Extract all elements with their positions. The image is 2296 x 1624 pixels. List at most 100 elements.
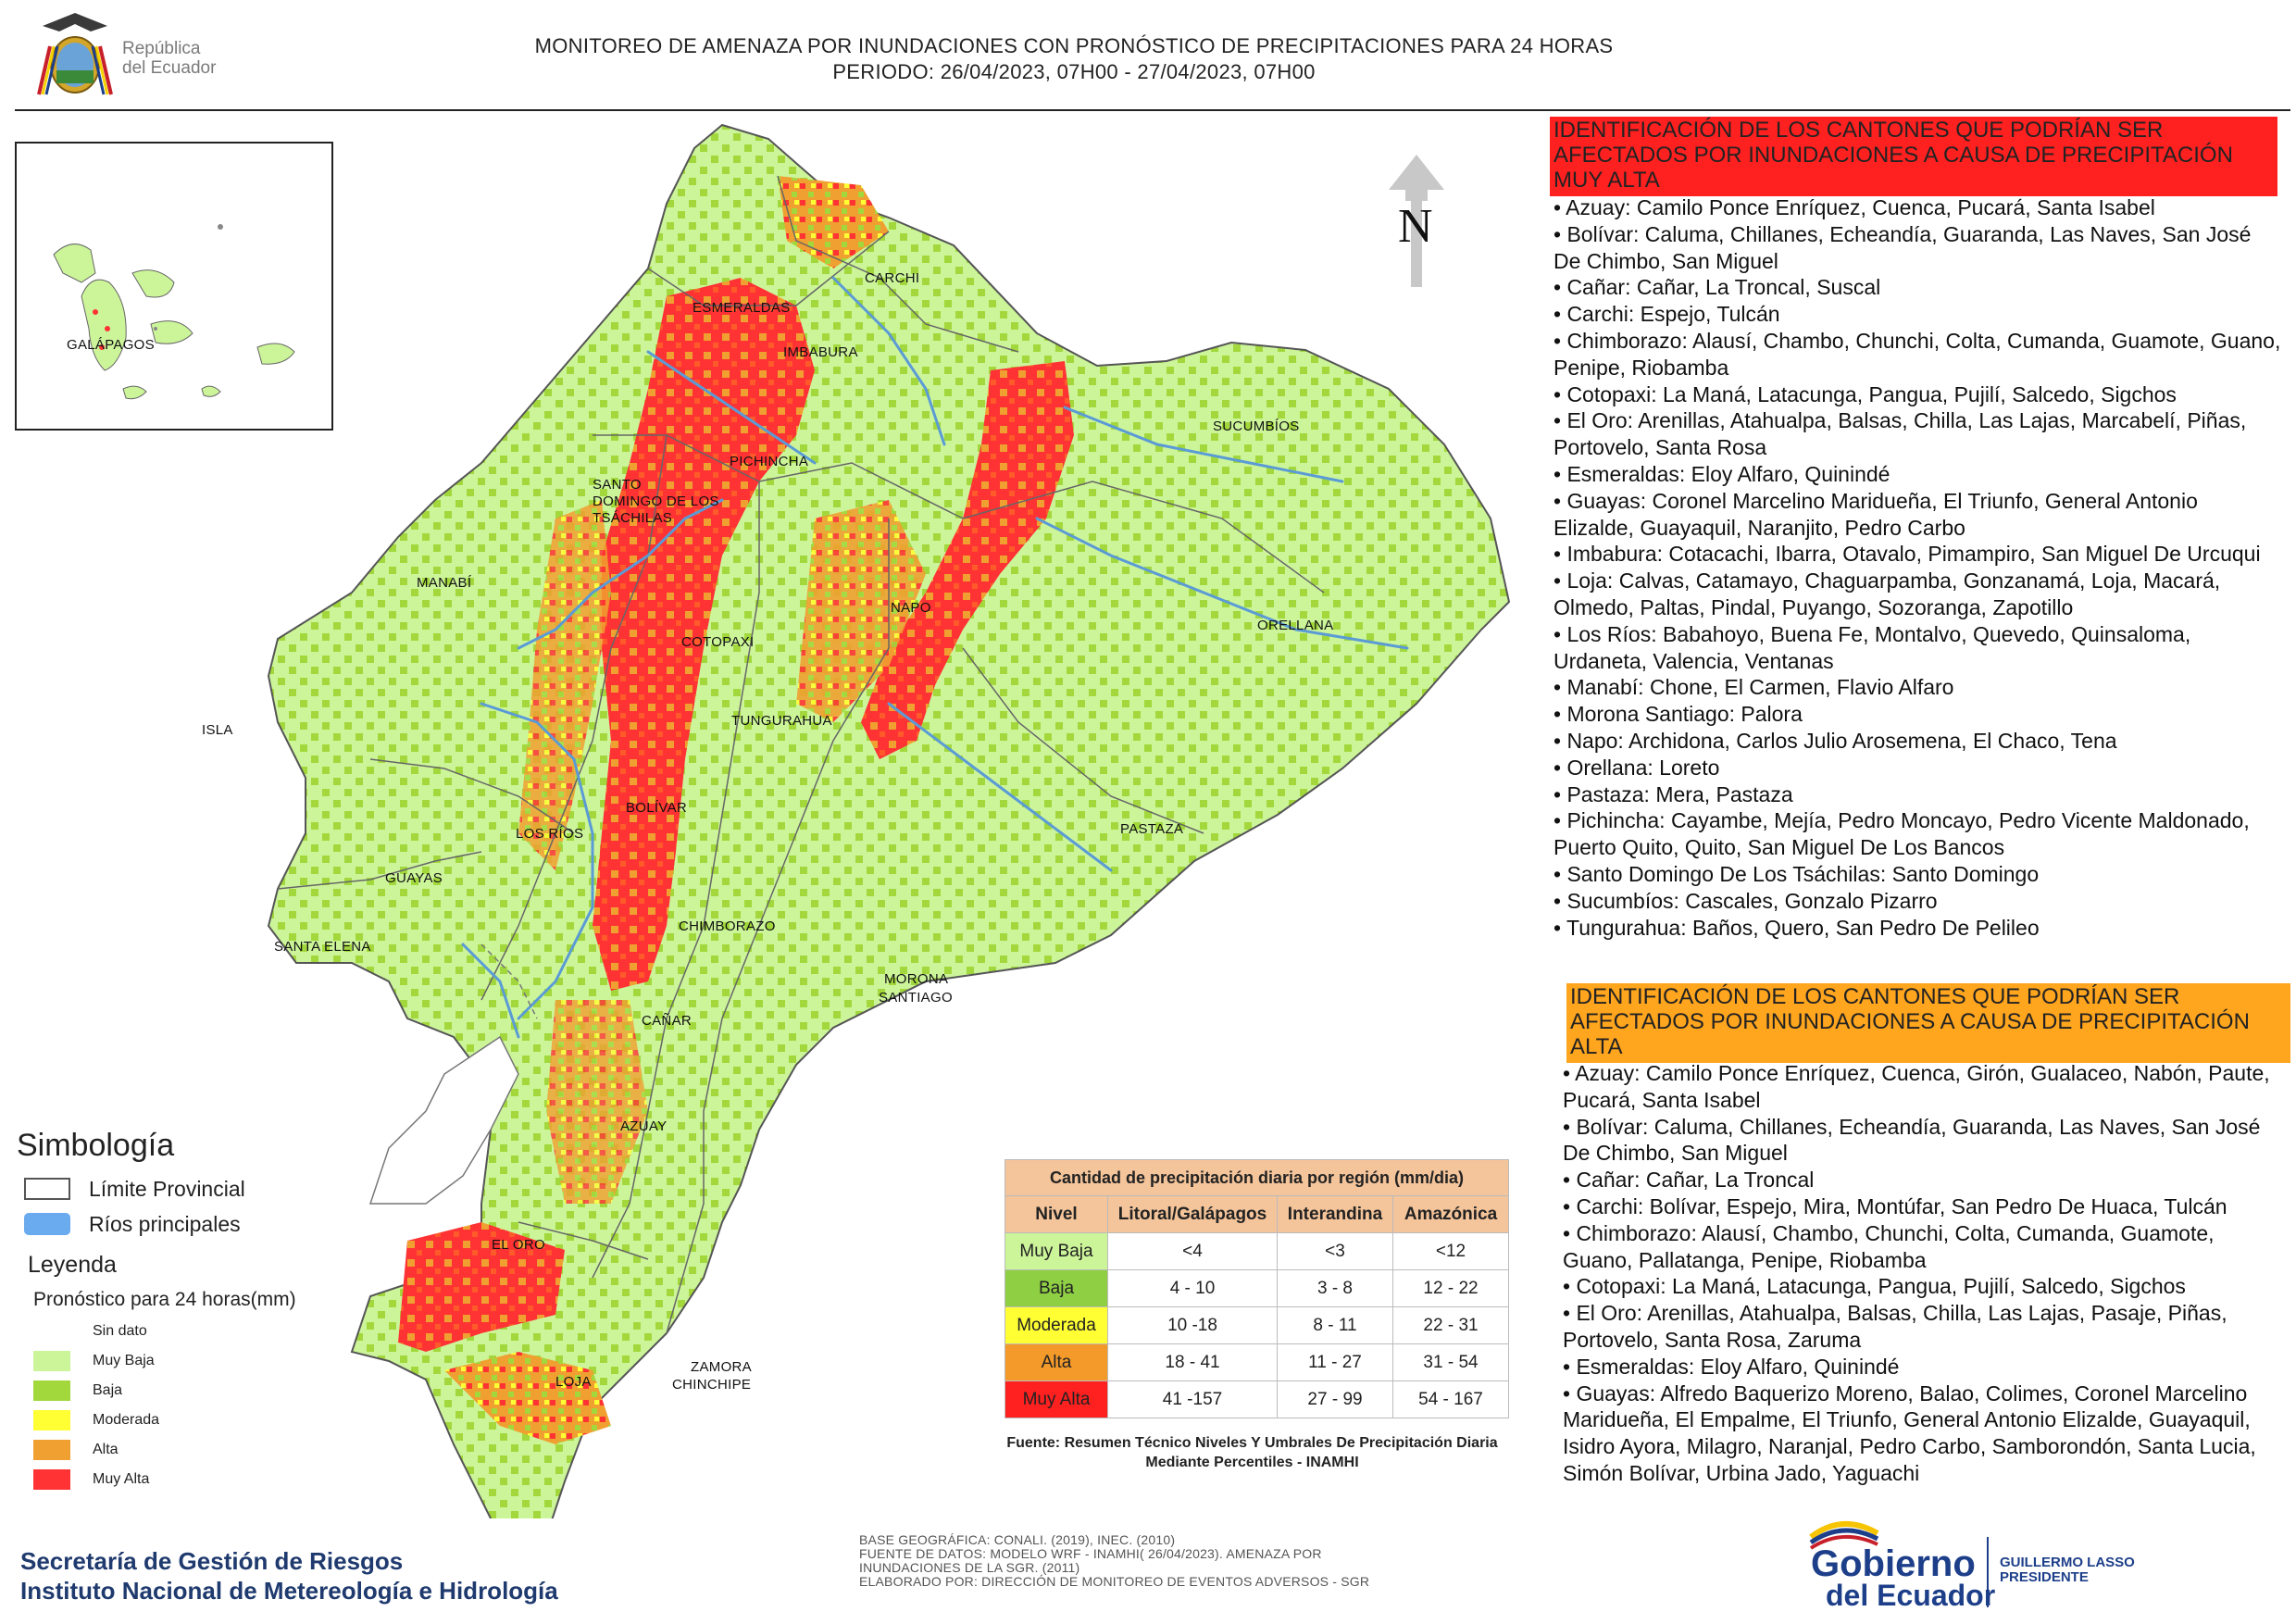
label-loja: LOJA bbox=[555, 1374, 592, 1390]
footer-organizations: Secretaría de Gestión de Riesgos Institu… bbox=[20, 1546, 558, 1605]
title-period: PERIODO: 26/04/2023, 07H00 - 27/04/2023,… bbox=[832, 60, 1316, 83]
level-cell: Muy Baja bbox=[1004, 1232, 1108, 1270]
alta-zone-azuay bbox=[546, 1000, 648, 1204]
table-source: Fuente: Resumen Técnico Niveles Y Umbral… bbox=[1006, 1435, 1498, 1470]
value-cell: 11 - 27 bbox=[1277, 1343, 1393, 1381]
label-zamora-1: ZAMORA bbox=[691, 1359, 752, 1375]
value-cell: <12 bbox=[1392, 1232, 1509, 1270]
label-canar: CAÑAR bbox=[642, 1013, 692, 1029]
canton-list-item: • Esmeraldas: Eloy Alfaro, Quinindé bbox=[1554, 461, 1890, 486]
label-bolivar: BOLÍVAR bbox=[626, 800, 687, 816]
value-cell: 12 - 22 bbox=[1392, 1269, 1509, 1307]
sin-dato-swatch bbox=[33, 1321, 70, 1342]
canton-list-item: • Orellana: Loreto bbox=[1554, 755, 1720, 780]
canton-list-item: • Napo: Archidona, Carlos Julio Arosemen… bbox=[1554, 728, 2117, 753]
source-line-1: BASE GEOGRÁFICA: CONALI. (2019), INEC. (… bbox=[859, 1532, 1176, 1547]
legend-item-muy-alta: Muy Alta bbox=[33, 1468, 149, 1491]
canton-list-item: • Guayas: Coronel Marcelino Maridueña, E… bbox=[1554, 488, 2198, 540]
alta-canton-list: • Azuay: Camilo Ponce Enríquez, Cuenca, … bbox=[1563, 1060, 2285, 1487]
table-row: Moderada 10 -18 8 - 11 22 - 31 bbox=[1004, 1306, 1509, 1344]
label-chimborazo: CHIMBORAZO bbox=[679, 918, 776, 934]
value-cell: 10 -18 bbox=[1107, 1306, 1278, 1344]
org-sgr: Secretaría de Gestión de Riesgos bbox=[20, 1547, 404, 1575]
alta-zone-loja bbox=[444, 1352, 611, 1444]
boundary-label: Límite Provincial bbox=[89, 1176, 245, 1201]
canton-list-item: • Chimborazo: Alausí, Chambo, Chunchi, C… bbox=[1554, 328, 2281, 380]
value-cell: 4 - 10 bbox=[1107, 1269, 1278, 1307]
label-santo-domingo-3: TSÁCHILAS bbox=[593, 510, 672, 526]
level-cell: Muy Alta bbox=[1004, 1380, 1108, 1418]
level-cell: Baja bbox=[1004, 1269, 1108, 1307]
canton-list-item: • Azuay: Camilo Ponce Enríquez, Cuenca, … bbox=[1563, 1061, 2270, 1112]
alta-zone-napo bbox=[796, 500, 926, 722]
rivers-label: Ríos principales bbox=[89, 1211, 241, 1236]
label-isla: ISLA bbox=[202, 722, 233, 738]
moderada-swatch bbox=[33, 1410, 70, 1430]
value-cell: 22 - 31 bbox=[1392, 1306, 1509, 1344]
value-cell: 3 - 8 bbox=[1277, 1269, 1393, 1307]
main-rivers bbox=[461, 276, 1409, 1039]
north-arrow-icon: N bbox=[1389, 155, 1444, 287]
label-zamora-2: CHINCHIPE bbox=[672, 1377, 751, 1393]
symbology-rivers: Ríos principales bbox=[24, 1211, 241, 1237]
canton-list-item: • Cañar: Cañar, La Troncal bbox=[1563, 1168, 1815, 1193]
value-cell: 18 - 41 bbox=[1107, 1343, 1278, 1381]
canton-list-item: • Esmeraldas: Eloy Alfaro, Quinindé bbox=[1563, 1354, 1900, 1379]
alta-swatch bbox=[33, 1440, 70, 1460]
table-header-row: Nivel Litoral/Galápagos Interandina Amaz… bbox=[1004, 1195, 1509, 1233]
map-title: MONITOREO DE AMENAZA POR INUNDACIONES CO… bbox=[278, 33, 1870, 85]
label-los-rios: LOS RÍOS bbox=[516, 826, 583, 842]
legend-item-baja: Baja bbox=[33, 1380, 122, 1402]
source-line-2: FUENTE DE DATOS: MODELO WRF - INAMHI( 26… bbox=[859, 1546, 1322, 1561]
canton-list-item: • El Oro: Arenillas, Atahualpa, Balsas, … bbox=[1563, 1301, 2227, 1352]
level-cell: Alta bbox=[1004, 1343, 1108, 1381]
source-line-3: INUNDACIONES DE LA SGR. (2011) bbox=[859, 1560, 1080, 1575]
label-imbabura: IMBABURA bbox=[783, 344, 858, 360]
canton-list-item: • Pastaza: Mera, Pastaza bbox=[1554, 781, 1793, 806]
value-cell: 27 - 99 bbox=[1277, 1380, 1393, 1418]
table-title: Cantidad de precipitación diaria por reg… bbox=[1004, 1159, 1509, 1196]
symbology-title: Simbología bbox=[17, 1128, 175, 1163]
canton-list-item: • Bolívar: Caluma, Chillanes, Echeandía,… bbox=[1554, 221, 2252, 273]
label-galapagos: GALÁPAGOS bbox=[67, 337, 155, 353]
baja-swatch bbox=[33, 1380, 70, 1401]
legend-item-moderada: Moderada bbox=[33, 1409, 159, 1431]
muy-alta-canton-list: • Azuay: Camilo Ponce Enríquez, Cuenca, … bbox=[1554, 194, 2281, 941]
galapagos-islands-map: GALÁPAGOS bbox=[53, 224, 295, 400]
precipitation-thresholds-table: Cantidad de precipitación diaria por reg… bbox=[1004, 1159, 1509, 1418]
canton-list-item: • Manabí: Chone, El Carmen, Flavio Alfar… bbox=[1554, 675, 1954, 700]
gob-text-2: del Ecuador bbox=[1826, 1579, 1995, 1612]
gobierno-logo-graphic: Gobierno del Ecuador GUILLERMO LASSO PRE… bbox=[1809, 1521, 2135, 1612]
label-cotopaxi: COTOPAXI bbox=[681, 634, 755, 650]
coat-of-arms-icon bbox=[37, 13, 113, 95]
label-sucumbios: SUCUMBÍOS bbox=[1213, 418, 1300, 434]
republica-text: República del Ecuador bbox=[122, 39, 217, 78]
canton-list-item: • Cotopaxi: La Maná, Latacunga, Pangua, … bbox=[1554, 381, 2177, 406]
col-litoral: Litoral/Galápagos bbox=[1107, 1195, 1278, 1233]
rivers-swatch bbox=[24, 1213, 70, 1235]
label-guayas: GUAYAS bbox=[385, 870, 443, 886]
legend-item-muy-baja: Muy Baja bbox=[33, 1350, 155, 1372]
label-carchi: CARCHI bbox=[865, 270, 919, 286]
canton-list-item: • Tungurahua: Baños, Quero, San Pedro De… bbox=[1554, 915, 2040, 940]
gobierno-logo: Gobierno del Ecuador GUILLERMO LASSO PRE… bbox=[1805, 1511, 2157, 1613]
gob-text-1: Gobierno bbox=[1811, 1543, 1976, 1584]
canton-list-item: • El Oro: Arenillas, Atahualpa, Balsas, … bbox=[1554, 408, 2247, 460]
republica-logo: República del Ecuador bbox=[33, 9, 246, 102]
label-santa-elena: SANTA ELENA bbox=[274, 939, 371, 955]
legend-item-alta: Alta bbox=[33, 1439, 119, 1461]
label-orellana: ORELLANA bbox=[1257, 618, 1333, 633]
footer-sources: BASE GEOGRÁFICA: CONALI. (2019), INEC. (… bbox=[859, 1533, 1452, 1589]
source-line-4: ELABORADO POR: DIRECCIÓN DE MONITOREO DE… bbox=[859, 1574, 1370, 1589]
label-el-oro: EL ORO bbox=[492, 1237, 545, 1253]
galapagos-inset: GALÁPAGOS bbox=[15, 142, 333, 431]
canton-list-item: • Chimborazo: Alausí, Chambo, Chunchi, C… bbox=[1563, 1220, 2215, 1272]
value-cell: 8 - 11 bbox=[1277, 1306, 1393, 1344]
label-esmeraldas: ESMERALDAS bbox=[693, 300, 791, 316]
alta-section-header: IDENTIFICACIÓN DE LOS CANTONES QUE PODRÍ… bbox=[1566, 983, 2290, 1063]
value-cell: 41 -157 bbox=[1107, 1380, 1278, 1418]
canton-list-item: • Guayas: Alfredo Baquerizo Moreno, Bala… bbox=[1563, 1380, 2256, 1485]
legend-title: Leyenda bbox=[28, 1252, 117, 1278]
table-row: Muy Baja <4 <3 <12 bbox=[1004, 1232, 1509, 1270]
canton-list-item: • Pichincha: Cayambe, Mejía, Pedro Monca… bbox=[1554, 808, 2250, 860]
